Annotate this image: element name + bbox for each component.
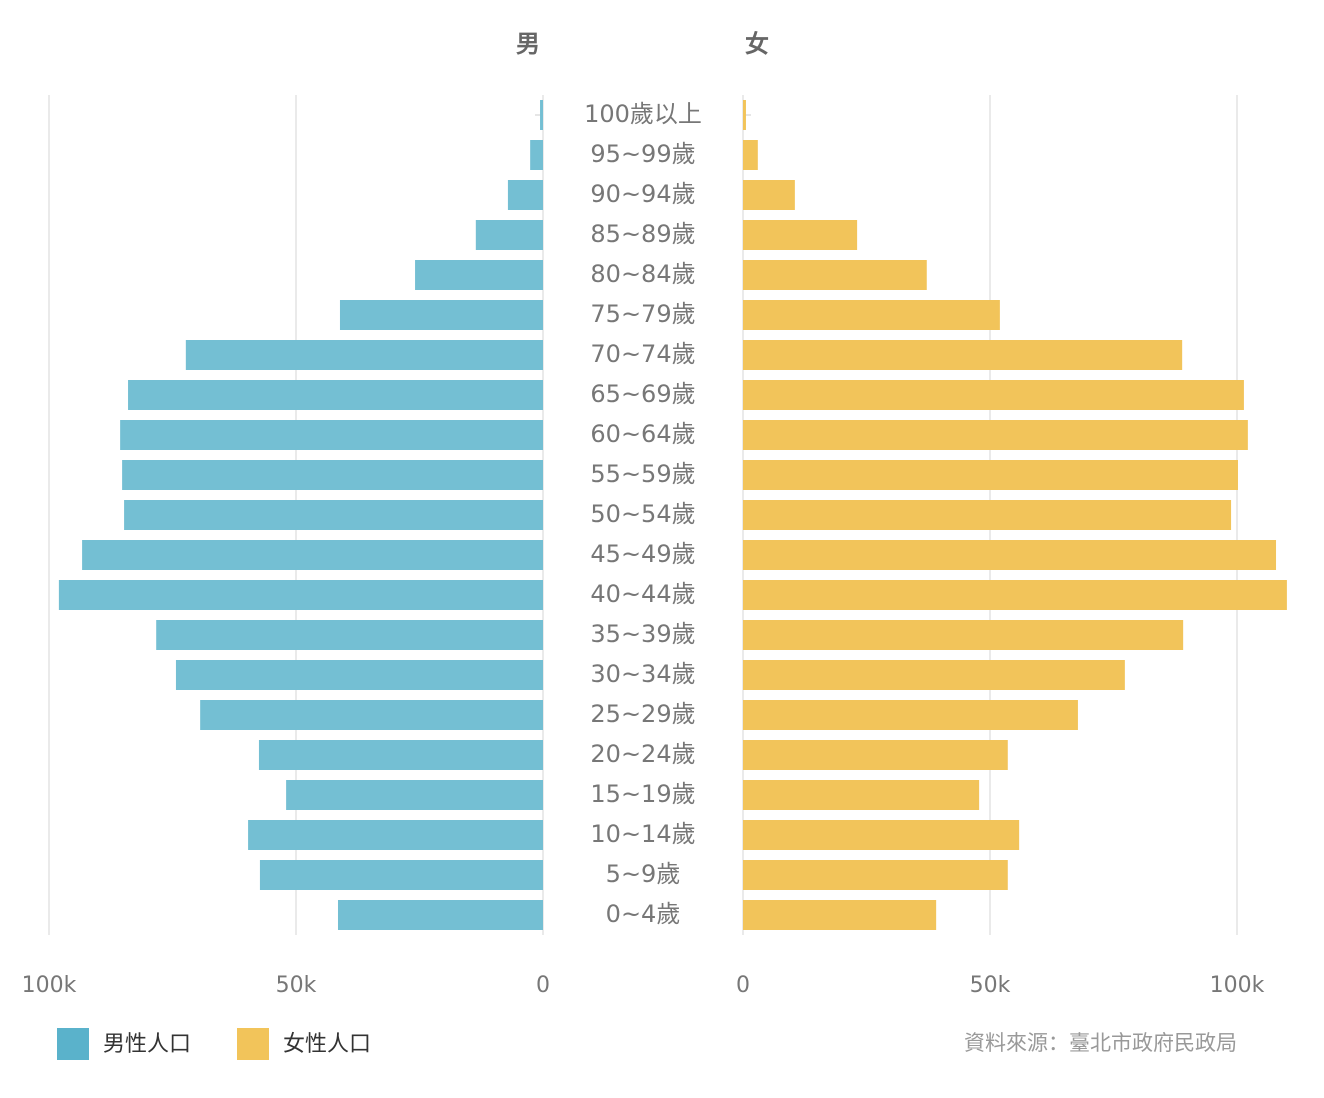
category-label: 60~64歲 [590, 420, 695, 448]
bar [743, 860, 1008, 890]
bar [743, 660, 1125, 690]
category-label: 5~9歲 [606, 860, 681, 888]
bar [507, 180, 543, 210]
x-tick-label: 100k [22, 973, 77, 998]
bar [743, 620, 1184, 650]
bar [58, 580, 543, 610]
bar [337, 900, 543, 930]
bar [743, 300, 1000, 330]
category-label: 30~34歲 [590, 660, 695, 688]
x-tick-label: 50k [276, 973, 317, 998]
bar [124, 500, 543, 530]
bar [743, 460, 1238, 490]
bar [743, 780, 980, 810]
category-label: 75~79歲 [590, 300, 695, 328]
category-label: 10~14歲 [590, 820, 695, 848]
bar [339, 300, 543, 330]
bar [743, 140, 758, 170]
source: 資料來源：臺北市政府民政局 [964, 1031, 1237, 1055]
category-label: 100歲以上 [584, 100, 702, 128]
category-label: 70~74歲 [590, 340, 695, 368]
bar [258, 740, 543, 770]
bar [743, 380, 1244, 410]
legend-label: 男性人口 [103, 1032, 191, 1057]
bar [82, 540, 544, 570]
category-label: 15~19歲 [590, 780, 695, 808]
side-label: 男 [516, 30, 540, 58]
bar [175, 660, 543, 690]
bar [530, 140, 543, 170]
category-label: 85~89歲 [590, 220, 695, 248]
category-label: 95~99歲 [590, 140, 695, 168]
x-tick-label: 0 [536, 973, 550, 998]
x-tick-label: 100k [1210, 973, 1265, 998]
bar [122, 460, 543, 490]
category-label: 0~4歲 [606, 900, 681, 928]
category-label: 55~59歲 [590, 460, 695, 488]
legend-swatch [237, 1028, 269, 1060]
x-tick-label: 50k [970, 973, 1011, 998]
bar [743, 900, 937, 930]
bar [120, 420, 544, 450]
legend-swatch [57, 1028, 89, 1060]
bar [743, 420, 1248, 450]
bar [743, 500, 1232, 530]
bar [415, 260, 543, 290]
bar [259, 860, 543, 890]
bar [743, 580, 1287, 610]
bar [475, 220, 543, 250]
bar [200, 700, 543, 730]
bar [743, 180, 795, 210]
bar [743, 220, 858, 250]
bar [128, 380, 544, 410]
bar [743, 740, 1008, 770]
bar [743, 260, 927, 290]
category-label: 65~69歲 [590, 380, 695, 408]
category-label: 40~44歲 [590, 580, 695, 608]
bar [540, 100, 543, 130]
category-label: 80~84歲 [590, 260, 695, 288]
bar [743, 340, 1183, 370]
bar [743, 700, 1078, 730]
bar [743, 820, 1020, 850]
category-label: 35~39歲 [590, 620, 695, 648]
bar [743, 100, 746, 130]
category-label: 45~49歲 [590, 540, 695, 568]
bar [286, 780, 543, 810]
x-tick-label: 0 [736, 973, 750, 998]
bar [185, 340, 543, 370]
bar [248, 820, 543, 850]
category-label: 25~29歲 [590, 700, 695, 728]
bar [156, 620, 543, 650]
category-label: 20~24歲 [590, 740, 695, 768]
bar [743, 540, 1277, 570]
side-label: 女 [745, 30, 769, 58]
category-label: 50~54歲 [590, 500, 695, 528]
legend-label: 女性人口 [283, 1032, 371, 1057]
category-label: 90~94歲 [590, 180, 695, 208]
